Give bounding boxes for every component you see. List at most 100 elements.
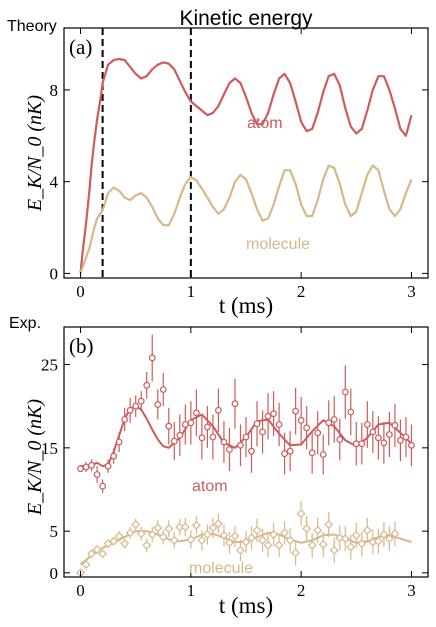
panel-b-molecule-point xyxy=(236,545,245,555)
panel-b-molecule-point xyxy=(202,530,212,539)
panel-a-atom-line xyxy=(79,57,413,274)
panel-b-molecule-point xyxy=(158,532,168,542)
panel-b-xtick-label-2: 2 xyxy=(297,581,306,600)
panel-b-molecule-point xyxy=(147,530,157,539)
panel-a-series-label-molecule: molecule xyxy=(246,236,310,253)
panel-b-atom-point xyxy=(297,416,305,424)
panel-b-atom-point xyxy=(242,433,250,441)
panel-b-atom-point xyxy=(88,461,95,469)
panel-b-xlabel: t (ms) xyxy=(219,593,273,618)
panel-b-molecule-point xyxy=(340,534,350,544)
panel-b-ylabel: E_K/N_0 (nK) xyxy=(24,399,46,516)
panel-b-atom-point xyxy=(270,410,277,418)
panel-a-ytick-label-0: 0 xyxy=(50,264,59,283)
panel-b-molecule-point xyxy=(87,549,97,559)
panel-b-atom-point xyxy=(176,431,184,439)
panel-b-molecule-point xyxy=(114,531,124,541)
panel-b-atom-point xyxy=(192,409,200,417)
panel-b-corner-label: Exp. xyxy=(9,315,41,332)
panel-a-xtick-label-0: 0 xyxy=(76,282,85,301)
panel-b-atom-point xyxy=(259,428,266,436)
panel-b-atom-point xyxy=(137,397,145,405)
panel-b-ytick-label-5: 5 xyxy=(50,522,59,541)
panel-b-atom-point xyxy=(115,438,123,446)
panel-b-atom-point xyxy=(215,406,222,414)
panel-b-molecule-point xyxy=(186,535,196,544)
panel-b-atom-point xyxy=(181,421,189,428)
panel-b-atom-point xyxy=(385,431,393,438)
panel-b-molecule-point xyxy=(208,523,218,533)
panel-b-atom-point xyxy=(187,419,195,427)
panel-b-molecule-point xyxy=(81,560,91,569)
panel-b-molecule-point xyxy=(136,529,146,539)
panel-b-molecule-point xyxy=(153,523,163,533)
panel-b-molecule-point xyxy=(302,524,312,534)
panel-b-molecule-point xyxy=(384,534,394,544)
panel-b-atom-point xyxy=(110,452,118,460)
panel-b-molecule-point xyxy=(313,525,323,535)
panel-b-molecule-point xyxy=(307,540,317,550)
panel-b-molecule-point xyxy=(285,535,295,545)
panel-b-ytick-label-15: 15 xyxy=(41,439,58,458)
panel-b-atom-point xyxy=(104,462,112,470)
panel-a-label: (a) xyxy=(69,35,92,59)
panel-a-xlabel: t (ms) xyxy=(219,293,273,318)
panel-b-molecule-point xyxy=(98,549,108,559)
panel-b-atom-point xyxy=(231,400,239,408)
panel-b-atom-point xyxy=(248,447,255,455)
panel-a-molecule-line xyxy=(79,164,413,274)
panel-b-atom-point xyxy=(402,433,410,441)
panel-b-atom-point xyxy=(99,482,107,490)
panel-b-molecule-point xyxy=(269,530,279,539)
panel-b-molecule-point xyxy=(318,540,328,549)
panel-b-molecule-point xyxy=(346,542,356,552)
panel-a-xtick-label-1: 1 xyxy=(187,282,196,301)
panel-b-series-label-molecule: molecule xyxy=(189,560,253,577)
panel-b-molecule-point xyxy=(180,522,190,532)
panel-b-series-label-atom: atom xyxy=(192,478,228,495)
panel-b-atom-point xyxy=(380,439,388,447)
panel-b-xtick-label-3: 3 xyxy=(407,581,416,600)
panel-b-atom-point xyxy=(77,465,84,473)
panel-b-molecule-point xyxy=(92,545,102,554)
panel-b-atom-point xyxy=(132,402,140,410)
panel-b-molecule-point xyxy=(120,539,130,549)
panel-a-series-label-atom: atom xyxy=(247,115,283,132)
panel-b-molecule-point xyxy=(351,530,361,540)
panel-b-molecule-point xyxy=(164,524,174,534)
panel-b-atom-point xyxy=(369,428,377,436)
panel-b-atom-point xyxy=(336,436,344,443)
panel-b-xtick-label-0: 0 xyxy=(76,581,85,600)
panel-b-molecule-point xyxy=(280,528,290,538)
panel-b-atom-point xyxy=(170,437,178,445)
panel-a-ylabel: E_K/N_0 (nK) xyxy=(24,95,46,212)
panel-a-xtick-label-2: 2 xyxy=(297,282,306,301)
panel-b-atom-point xyxy=(253,420,261,428)
panel-b-atom-point xyxy=(165,422,173,430)
panel-b-molecule-point xyxy=(379,530,389,539)
panel-b-molecule-point xyxy=(274,540,284,550)
panel-b-molecule-point xyxy=(230,531,240,541)
panel-b-atom-point xyxy=(391,421,399,429)
panel-b-atom-point xyxy=(319,451,327,458)
panel-b-atom-point xyxy=(352,440,360,448)
panel-b-atom-point xyxy=(303,424,311,432)
panel-b-molecule-point xyxy=(263,540,273,550)
panel-b-molecule-point xyxy=(252,525,262,535)
panel-b-molecule-point xyxy=(329,545,339,555)
panel-b-molecule-point xyxy=(296,509,306,519)
panel-b-atom-point xyxy=(408,441,415,449)
panel-b-molecule-point xyxy=(131,520,141,529)
panel-b-atom-point xyxy=(93,471,101,478)
panel-b-molecule-point xyxy=(125,528,135,538)
panel-b-atom-point xyxy=(275,421,283,428)
panel-b-atom-point xyxy=(358,440,366,448)
panel-b-molecule-point xyxy=(362,525,372,535)
panel-b-molecule-point xyxy=(197,535,207,545)
panel-b-ytick-label-25: 25 xyxy=(41,356,58,375)
panel-b-molecule-point xyxy=(225,538,234,548)
panel-b-molecule-point xyxy=(258,535,267,545)
panel-b-molecule-point xyxy=(390,529,400,539)
panel-b-atom-point xyxy=(82,463,90,471)
